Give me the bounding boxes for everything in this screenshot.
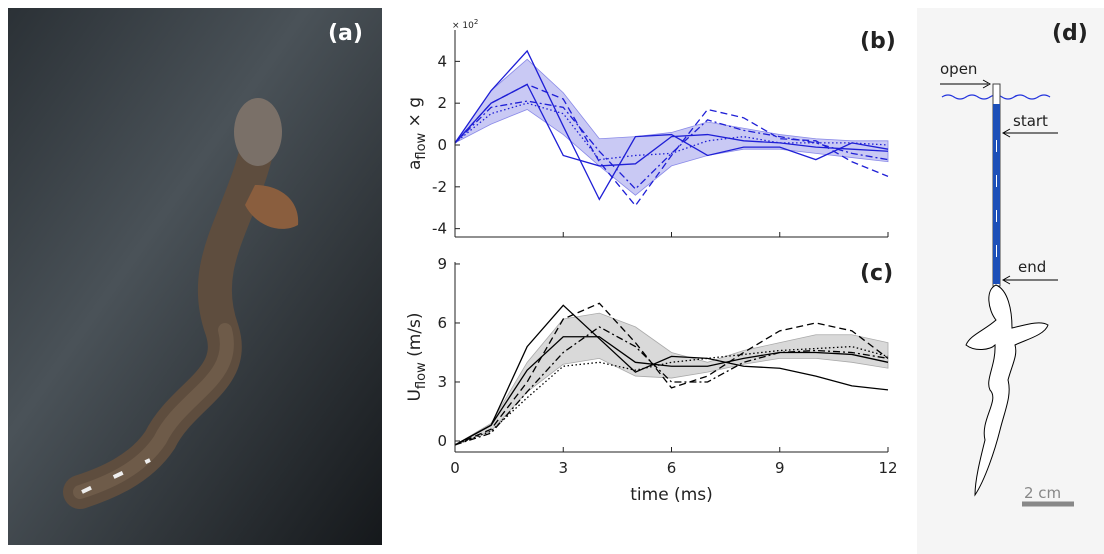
series-line — [454, 102, 889, 161]
panel-label: (a) — [328, 21, 363, 46]
y-tick-label: 6 — [437, 314, 447, 332]
y-tick-label: 0 — [437, 432, 447, 450]
y-label-main: U — [405, 389, 425, 401]
open-label: open — [940, 60, 977, 78]
y-multiplier: × 102 — [452, 18, 478, 31]
fish-tail — [73, 323, 234, 499]
x-tick-label: 9 — [775, 459, 785, 477]
y-label-suffix: × g — [405, 97, 425, 133]
fish-fin — [245, 185, 299, 229]
y-label-sub: flow — [414, 362, 429, 389]
series-line — [454, 336, 889, 446]
start-label: start — [1013, 112, 1048, 130]
y-tick-label: -4 — [432, 220, 447, 238]
panel-label: (d) — [1052, 21, 1088, 46]
y-axis-label: aflow × g — [405, 97, 429, 170]
x-tick-label: 0 — [450, 459, 460, 477]
panel-label: (b) — [860, 29, 896, 54]
x-tick-label: 12 — [878, 459, 897, 477]
multiplier-exp: 2 — [474, 18, 478, 26]
tail-marks — [81, 458, 151, 494]
fish-head — [234, 98, 282, 166]
x-tick-label: 6 — [667, 459, 677, 477]
y-tick-label: 3 — [437, 373, 447, 391]
series-line — [454, 302, 889, 446]
scale-label: 2 cm — [1024, 484, 1061, 502]
series-line — [454, 49, 889, 201]
y-tick-label: 0 — [437, 136, 447, 154]
band — [454, 58, 889, 196]
end-arrow — [1001, 275, 1058, 285]
series-line — [454, 83, 889, 207]
tube-water — [993, 104, 1000, 284]
series-line — [454, 326, 889, 446]
fish-outline — [965, 284, 1049, 497]
y-label-suffix: (m/s) — [405, 312, 425, 362]
x-tick-label: 3 — [558, 459, 568, 477]
series-line — [454, 304, 889, 446]
start-arrow — [1001, 128, 1058, 138]
y-tick-label: 2 — [437, 94, 447, 112]
panel-label: (c) — [860, 261, 893, 286]
x-axis-label: time (ms) — [630, 485, 713, 505]
y-axis-label: Uflow (m/s) — [405, 312, 429, 401]
y-tick-label: 9 — [437, 255, 447, 273]
band — [454, 312, 889, 446]
end-label: end — [1018, 258, 1046, 276]
multiplier-base: × 10 — [452, 21, 474, 31]
photo-panel: (a) — [8, 8, 382, 545]
y-label-sub: flow — [414, 132, 429, 159]
photo — [8, 8, 382, 545]
open-arrow — [940, 79, 992, 89]
y-tick-label: 4 — [437, 52, 447, 70]
diagram-bg — [917, 8, 1104, 554]
y-tick-label: -2 — [432, 178, 447, 196]
diagram-panel: (d) open start end 2 cm — [917, 8, 1104, 554]
y-label-main: a — [405, 160, 425, 170]
